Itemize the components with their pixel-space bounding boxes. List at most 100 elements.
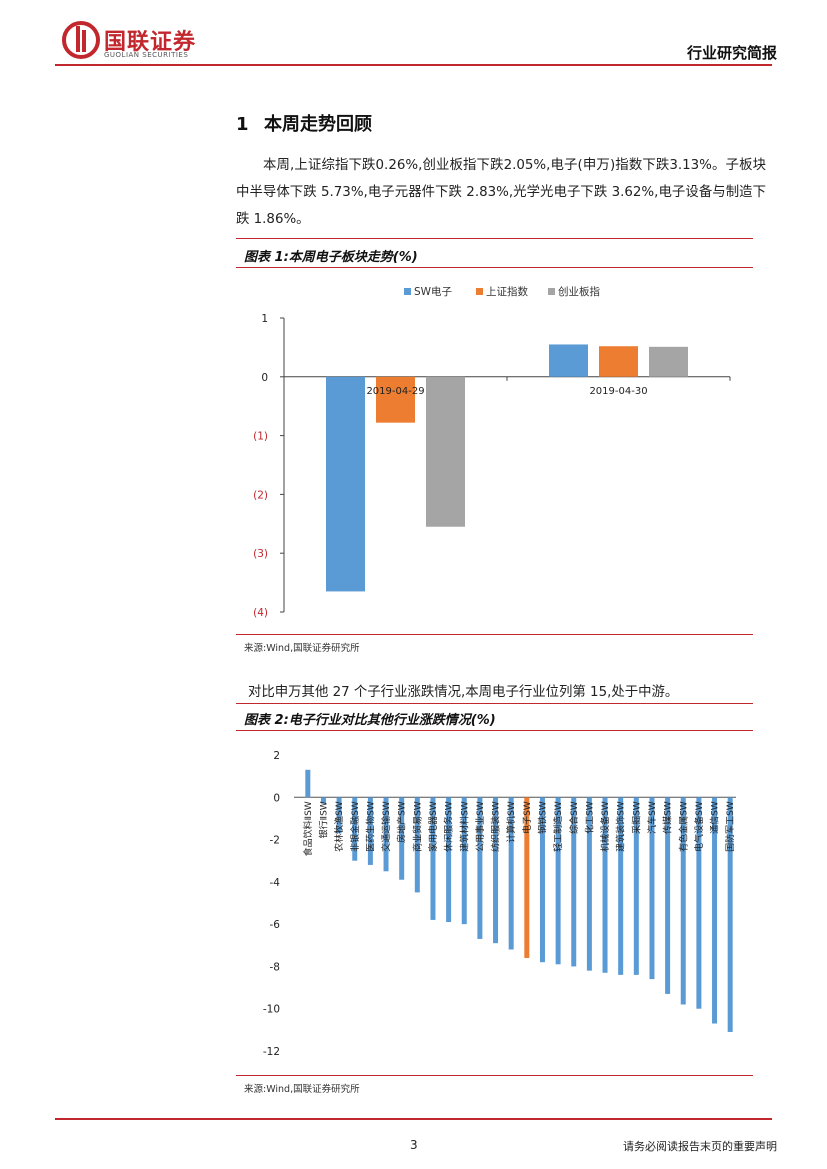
y-tick-label: 0 xyxy=(261,372,268,384)
bar xyxy=(477,797,483,939)
x-tick-label: 交通运输SW xyxy=(380,801,392,852)
y-tick-label: (2) xyxy=(253,489,268,501)
x-tick-label: 休闲服务SW xyxy=(443,801,455,852)
bar xyxy=(461,797,467,925)
bar xyxy=(602,797,608,973)
brand-logo: 国联证券 GUOLIAN SECURITIES xyxy=(62,20,222,60)
x-tick-label: 传媒SW xyxy=(662,801,674,834)
x-tick-label: 机械设备SW xyxy=(599,801,611,852)
y-tick-label: (1) xyxy=(253,431,268,443)
bar xyxy=(305,769,311,798)
x-tick-label: 汽车SW xyxy=(646,801,658,834)
x-tick-label: 2019-04-30 xyxy=(589,386,647,397)
x-tick-label: 综合SW xyxy=(568,801,580,834)
figure2-title-rule xyxy=(236,730,753,731)
figure2-top-rule xyxy=(236,703,753,704)
report-type: 行业研究简报 xyxy=(686,44,777,62)
bar xyxy=(367,797,373,865)
y-tick-label: -10 xyxy=(263,1004,280,1016)
bar xyxy=(493,797,499,944)
bar xyxy=(665,797,671,994)
x-tick-label: 2019-04-29 xyxy=(366,386,424,397)
bar xyxy=(352,797,358,861)
bar xyxy=(633,797,639,975)
bar xyxy=(571,797,577,967)
paragraph-text: 本周,上证综指下跌0.26%,创业板指下跌2.05%,电子(申万)指数下跌3.1… xyxy=(236,158,766,227)
bar xyxy=(696,797,702,1009)
figure1-title: 图表 1:本周电子板块走势(%) xyxy=(244,250,418,265)
figure2-source: 来源:Wind,国联证券研究所 xyxy=(244,1084,360,1095)
bar xyxy=(399,797,405,880)
bar xyxy=(599,346,638,377)
bar xyxy=(376,376,415,423)
figure1-top-rule xyxy=(236,238,753,239)
figure1-bottom-rule xyxy=(236,634,753,635)
figure2-bottom-rule xyxy=(236,1075,753,1076)
bar xyxy=(524,797,530,958)
y-tick-label: -4 xyxy=(270,877,281,889)
y-tick-label: (4) xyxy=(253,607,268,619)
bar xyxy=(320,797,326,804)
x-tick-label: 银行ⅡSW xyxy=(317,801,329,838)
bar xyxy=(326,376,365,592)
bar xyxy=(586,797,592,971)
x-tick-label: 轻工制造SW xyxy=(552,801,564,852)
page-number: 3 xyxy=(410,1138,418,1152)
bar xyxy=(508,797,514,950)
bar xyxy=(426,376,465,527)
x-tick-label: 电气设备SW xyxy=(693,801,705,852)
x-tick-label: 通信SW xyxy=(709,801,721,834)
section-paragraph: 本周,上证综指下跌0.26%,创业板指下跌2.05%,电子(申万)指数下跌3.1… xyxy=(236,152,766,233)
bar xyxy=(414,797,420,893)
y-tick-label: -8 xyxy=(270,961,280,973)
logo-text-en: GUOLIAN SECURITIES xyxy=(104,51,189,59)
section-heading: 1 本周走势回顾 xyxy=(236,110,372,136)
y-tick-label: 0 xyxy=(273,792,280,804)
x-tick-label: 计算机SW xyxy=(505,801,517,843)
y-tick-label: 2 xyxy=(273,750,280,762)
footer-disclaimer: 请务必阅读报告末页的重要声明 xyxy=(623,1140,777,1153)
bar xyxy=(539,797,545,963)
y-tick-label: -12 xyxy=(263,1046,280,1058)
x-tick-label: 食品饮料ⅡSW xyxy=(302,801,314,856)
bar xyxy=(680,797,686,1005)
x-tick-label: 房地产SW xyxy=(396,801,408,843)
bar xyxy=(446,797,452,923)
x-tick-label: 化工SW xyxy=(583,801,595,834)
bar xyxy=(383,797,389,872)
legend-swatch xyxy=(404,288,411,295)
section-title: 本周走势回顾 xyxy=(264,114,372,135)
legend-swatch xyxy=(476,288,483,295)
y-tick-label: -2 xyxy=(270,835,280,847)
header-divider xyxy=(55,64,772,66)
guolian-logo-icon xyxy=(62,21,100,59)
x-tick-label: 农林牧渔SW xyxy=(333,801,345,852)
x-tick-label: 商业贸易SW xyxy=(411,801,423,852)
y-tick-label: 1 xyxy=(261,313,268,325)
x-tick-label: 有色金属SW xyxy=(677,801,689,852)
x-tick-label: 电子SW xyxy=(521,801,533,834)
legend-label: 创业板指 xyxy=(558,285,600,298)
legend-label: 上证指数 xyxy=(486,285,528,298)
x-tick-label: 医药生物SW xyxy=(364,801,376,852)
bar xyxy=(336,797,342,834)
y-tick-label: -6 xyxy=(270,919,281,931)
bar xyxy=(649,797,655,980)
x-tick-label: 建筑装饰SW xyxy=(615,801,627,852)
footer-divider xyxy=(55,1118,772,1120)
chart-industry-comparison: 2 0 -2 -4 -6 -8 -10 -12 食品饮料ⅡSW 银行ⅡSW 农林牧渔SW 非银金融SW… xyxy=(263,750,736,1058)
bar xyxy=(649,346,688,377)
legend-swatch xyxy=(548,288,555,295)
bar xyxy=(712,797,718,1024)
section-number: 1 xyxy=(236,114,249,135)
x-tick-label: 非银金融SW xyxy=(349,801,361,852)
chart-electronics-trend: SW电子 上证指数 创业板指 1 0 (1) (2) (3) (4) 2019-04-29 2019… xyxy=(253,285,731,619)
x-tick-label: 钢铁SW xyxy=(536,801,548,834)
figure2-title: 图表 2:电子行业对比其他行业涨跌情况(%) xyxy=(244,713,496,728)
comparison-paragraph: 对比申万其他 27 个子行业涨跌情况,本周电子行业位列第 15,处于中游。 xyxy=(248,685,679,700)
legend-label: SW电子 xyxy=(414,285,452,298)
x-tick-label: 国防军工SW xyxy=(724,801,736,852)
y-tick-label: (3) xyxy=(253,548,268,560)
figure1-source: 来源:Wind,国联证券研究所 xyxy=(244,643,360,654)
bar xyxy=(555,797,561,965)
